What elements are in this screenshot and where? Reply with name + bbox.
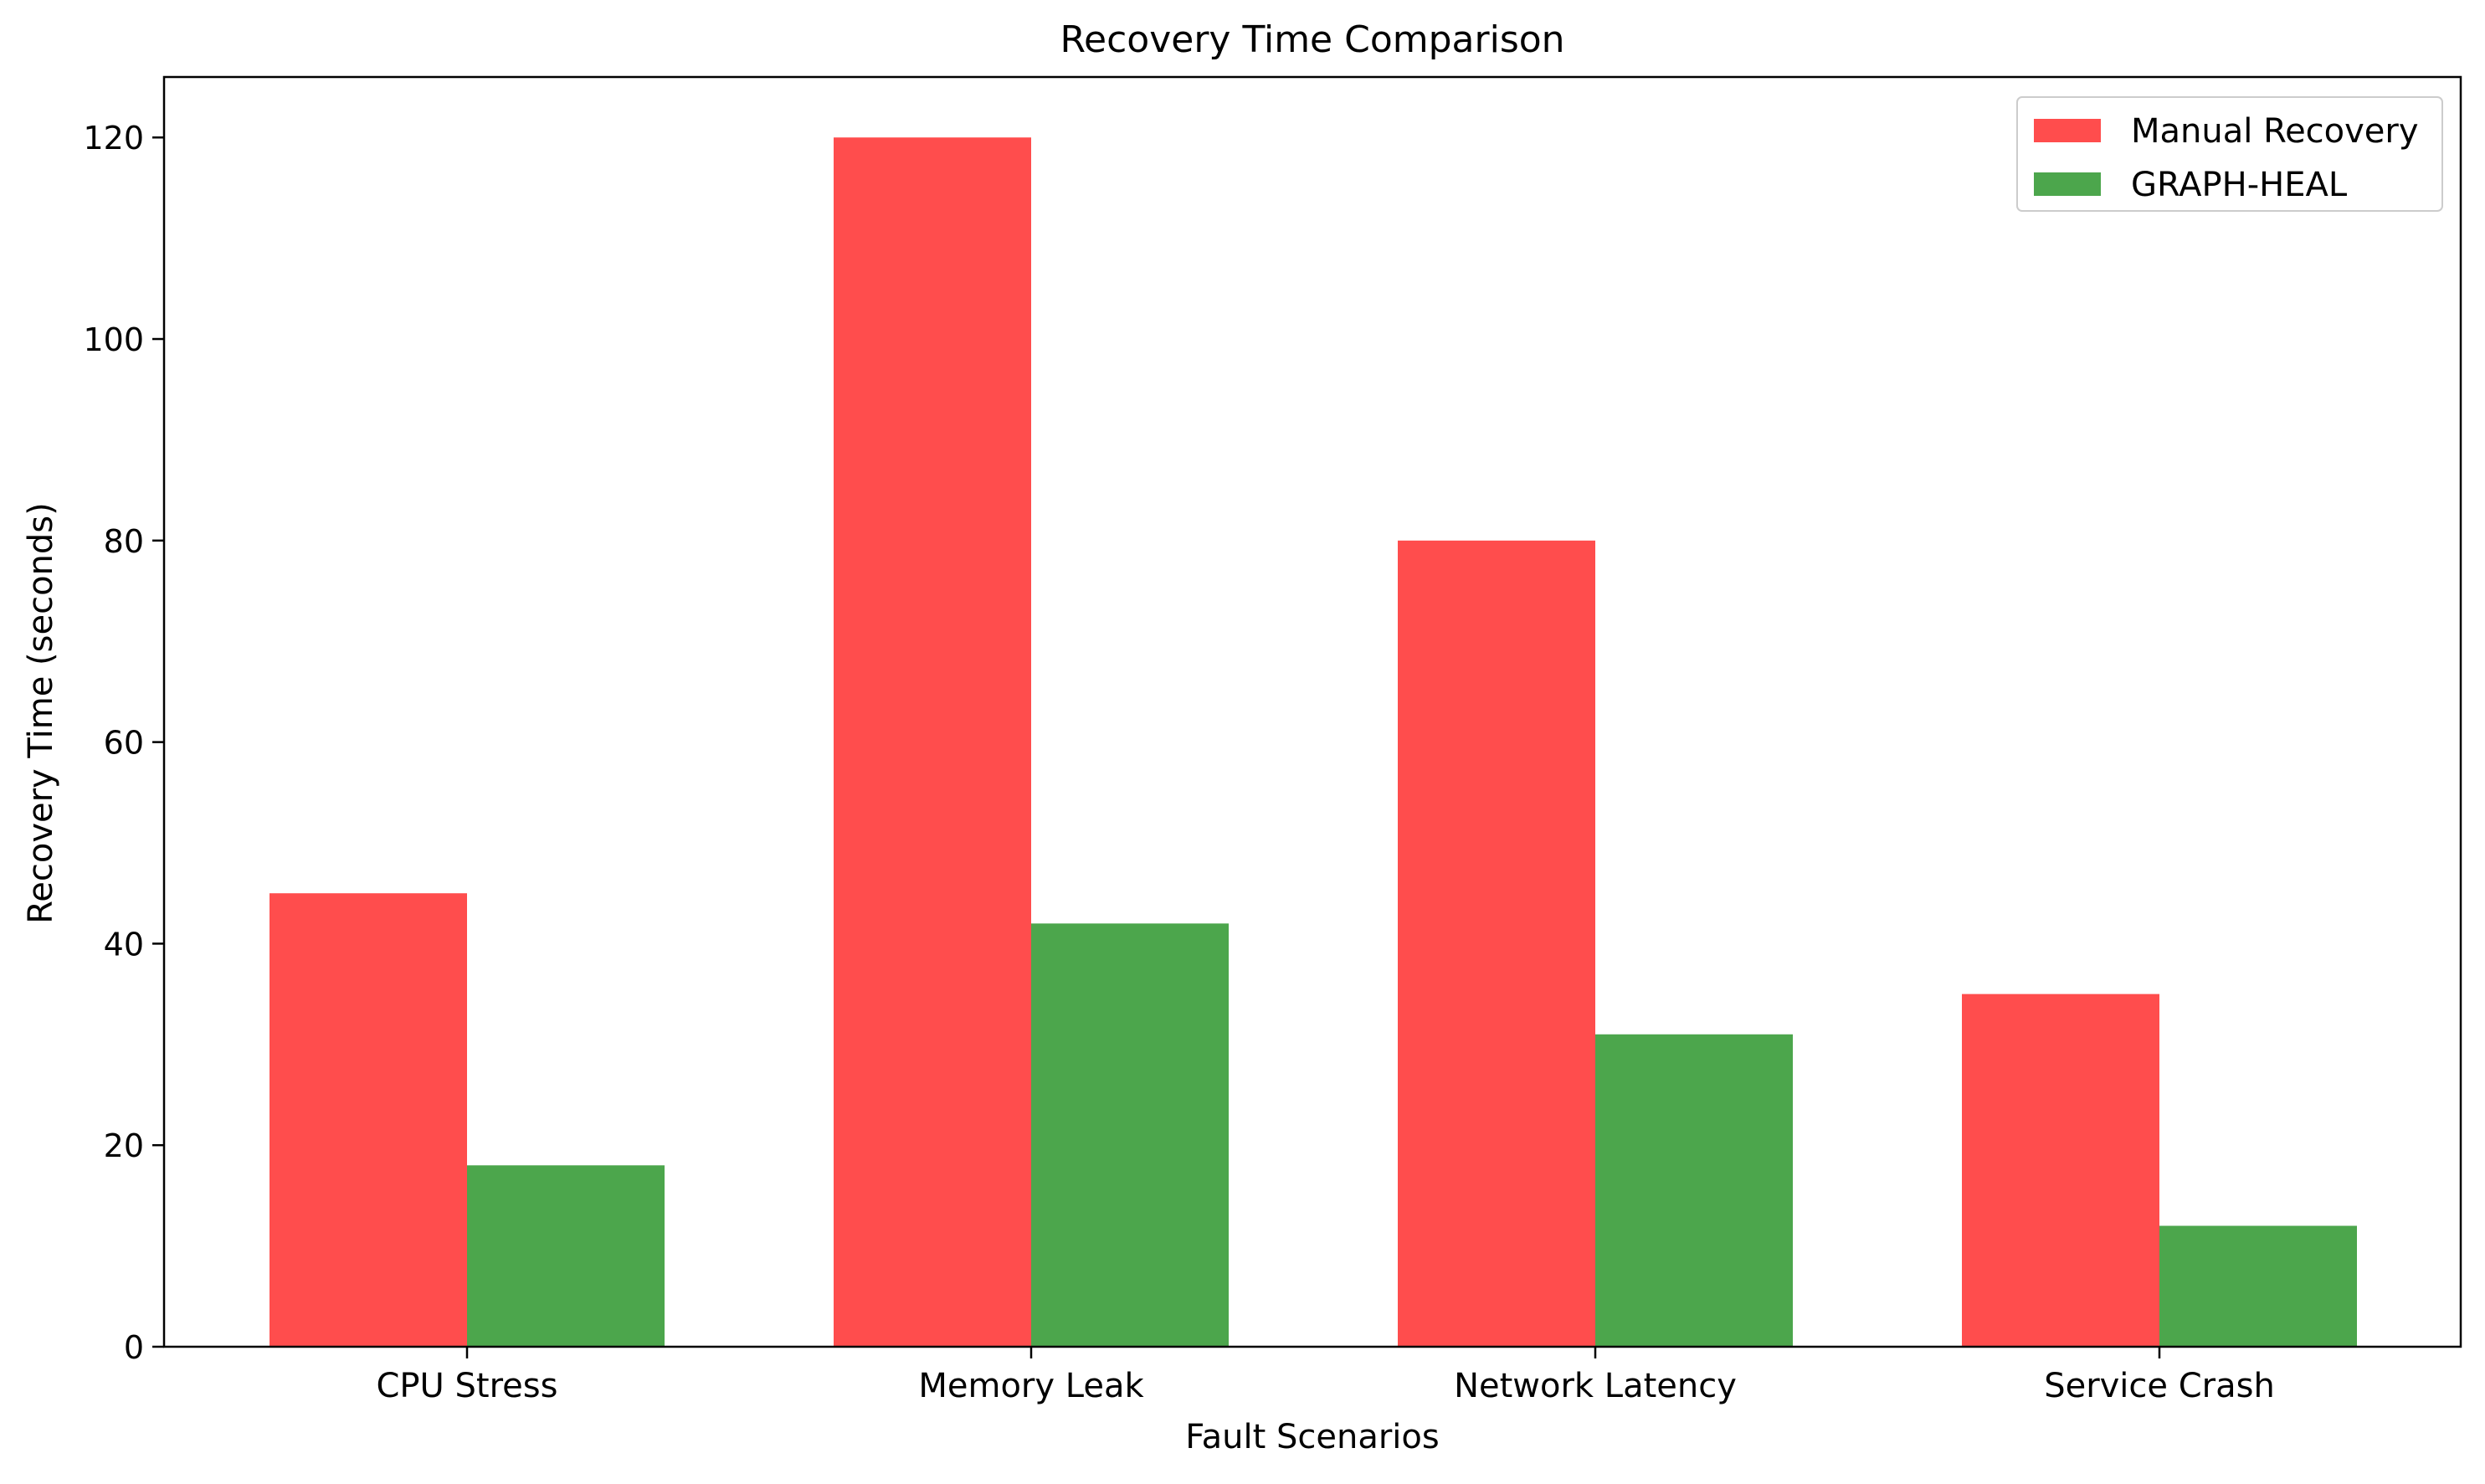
plot-area [270,137,2357,1348]
y-tick-label: 120 [83,120,144,157]
bar-graph-heal-service-crash [2159,1225,2357,1347]
y-tick-label: 60 [104,725,144,762]
legend-swatch [2034,119,2101,142]
y-tick-label: 20 [104,1127,144,1164]
plot-frame [162,75,2462,1348]
x-tick-label: Network Latency [1454,1367,1737,1405]
legend-label: GRAPH-HEAL [2131,166,2348,204]
bar-graph-heal-memory-leak [1031,923,1229,1347]
bar-graph-heal-cpu-stress [467,1165,665,1347]
bar-graph-heal-network-latency [1595,1034,1793,1347]
x-axis-label: Fault Scenarios [1185,1418,1439,1456]
bar-manual-recovery-service-crash [1962,994,2159,1347]
x-tick-label: Service Crash [2044,1367,2275,1405]
y-tick-label: 80 [104,523,144,560]
legend-box [2016,96,2443,212]
x-tick-label: Memory Leak [918,1367,1144,1405]
y-tick-label: 0 [124,1329,144,1366]
bar-manual-recovery-cpu-stress [270,893,467,1347]
y-tick-label: 100 [83,321,144,358]
bar-manual-recovery-memory-leak [834,137,1031,1348]
y-tick-label: 40 [104,926,144,963]
legend-label: Manual Recovery [2131,112,2419,151]
bar-manual-recovery-network-latency [1398,540,1595,1347]
chart-title: Recovery Time Comparison [1060,18,1564,61]
y-axis-label: Recovery Time (seconds) [22,502,60,924]
legend-swatch [2034,172,2101,196]
axes: 0 20 40 60 80 100 120 CPU Stress Memory Leak Netw… [83,75,2462,1405]
x-tick-label: CPU Stress [377,1367,558,1405]
legend: Manual Recovery GRAPH-HEAL [2016,96,2443,212]
